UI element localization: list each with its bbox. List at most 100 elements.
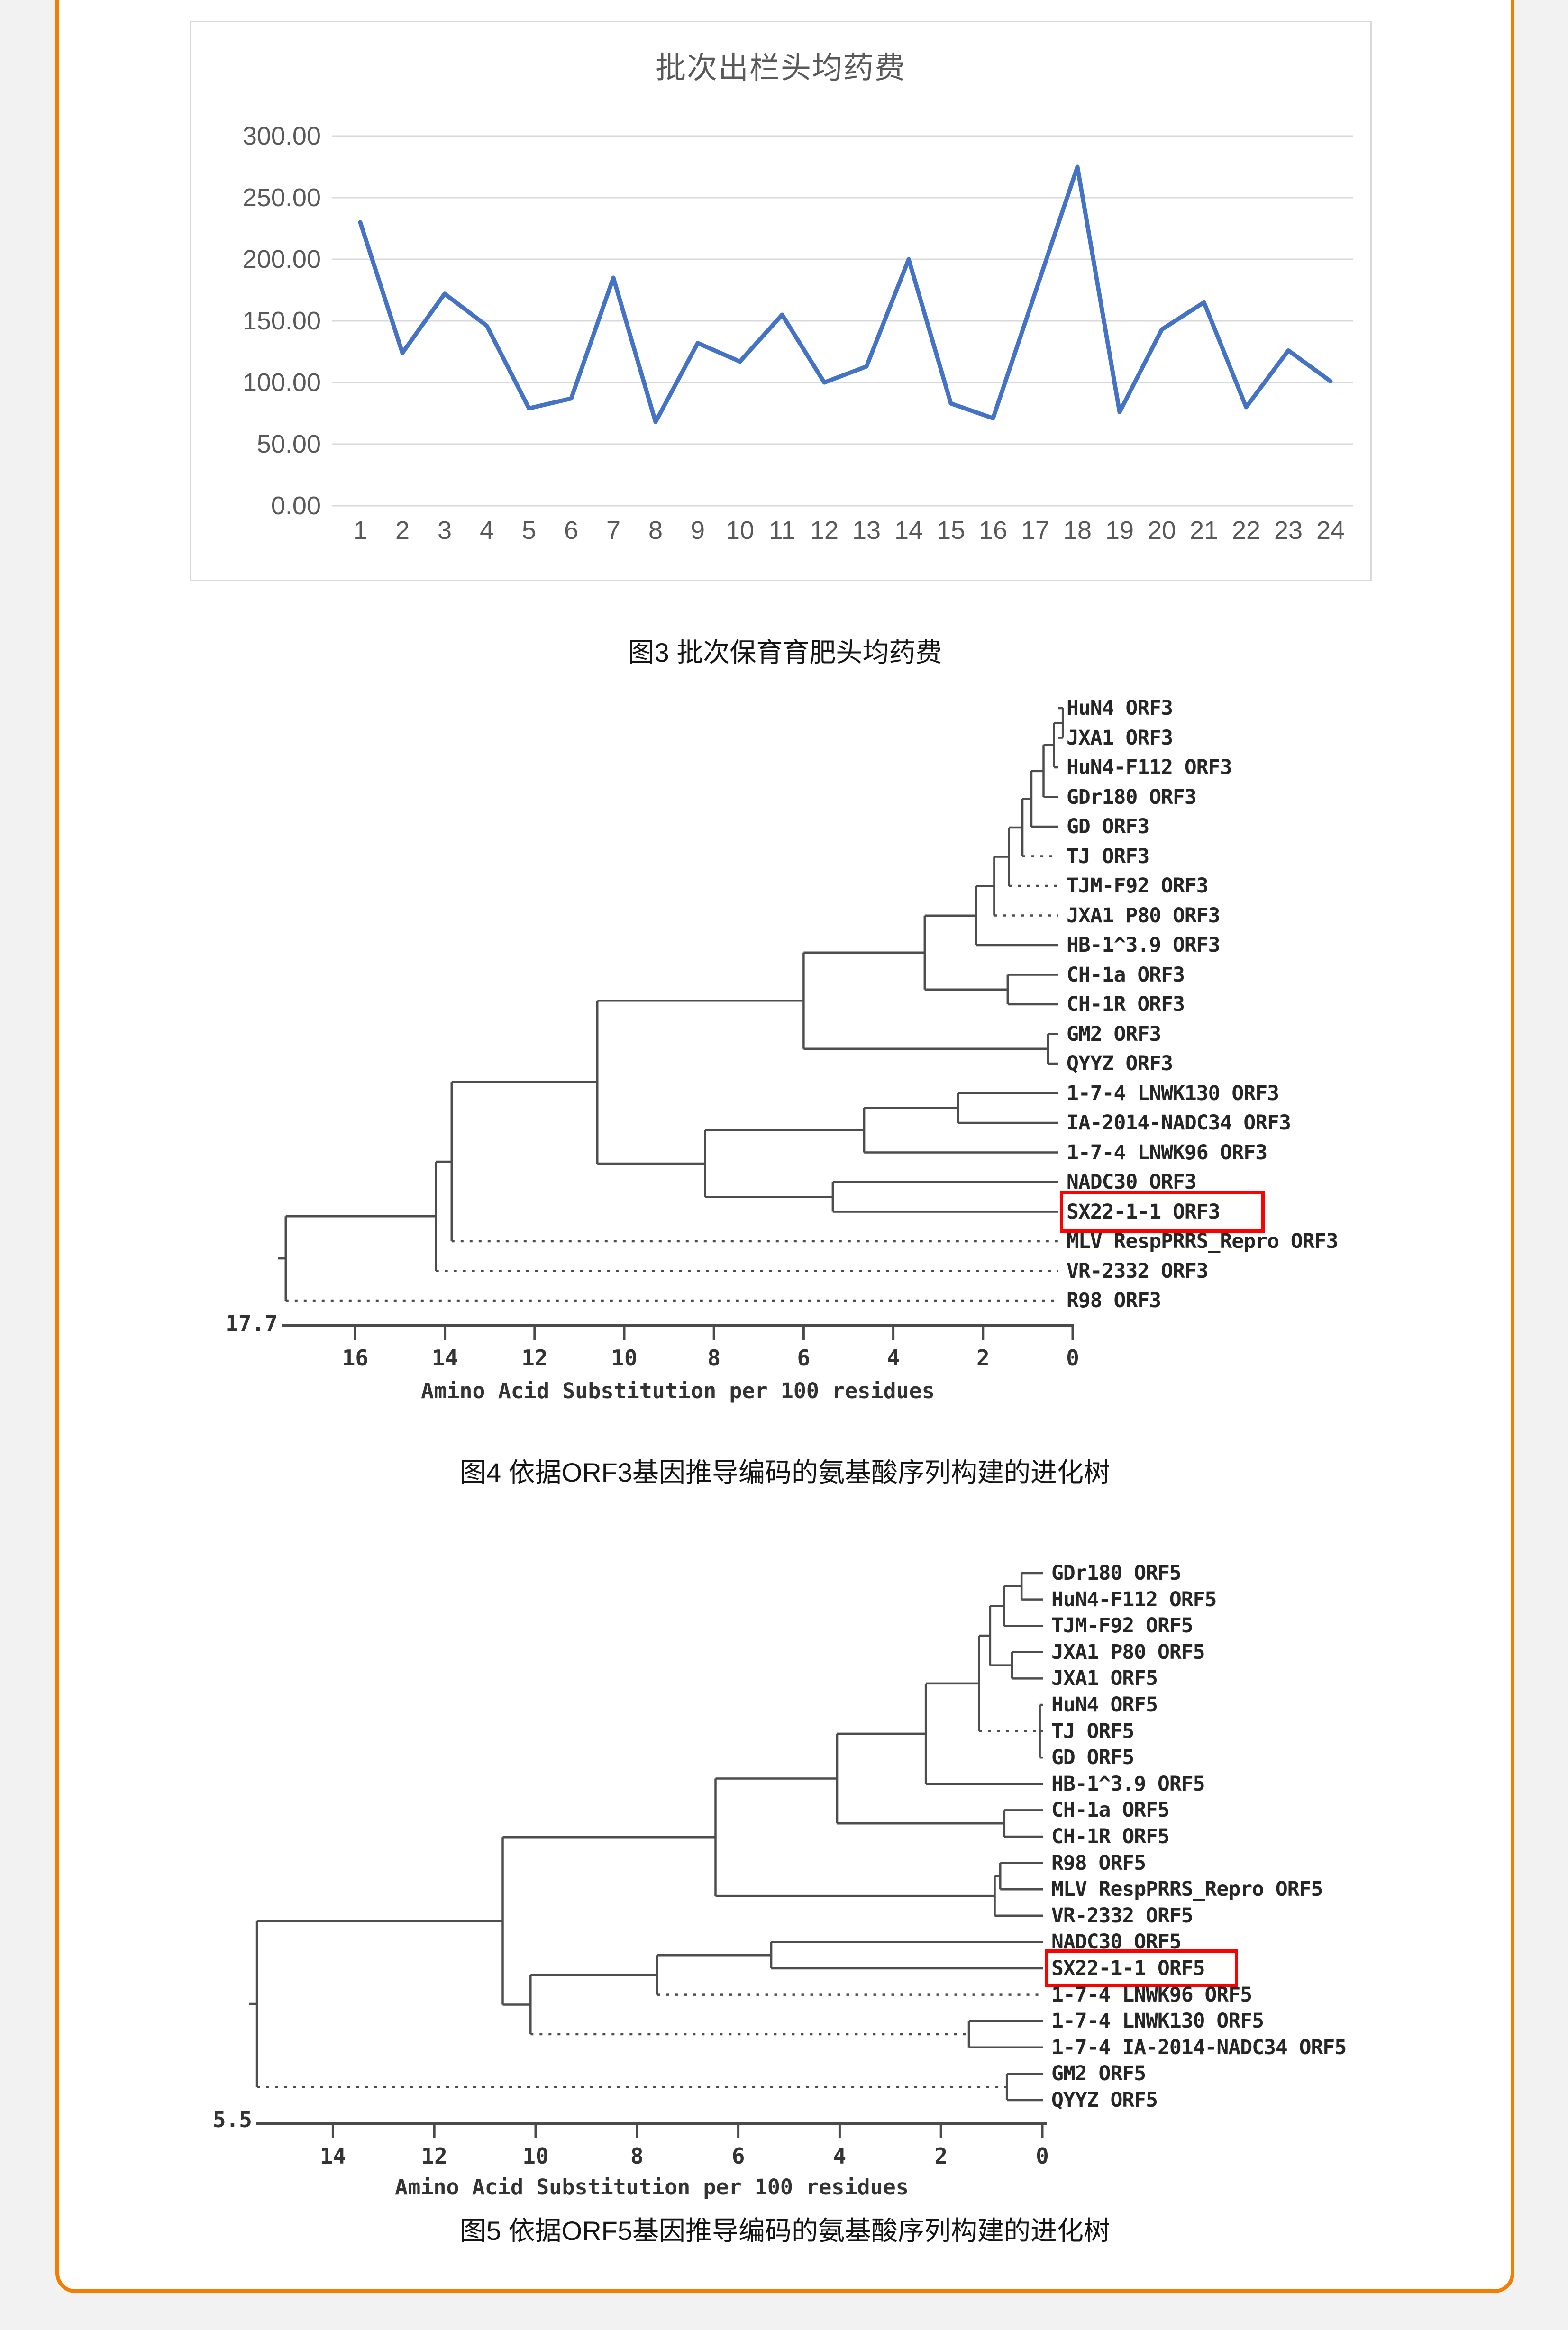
tree-leaf-label: QYYZ ORF5 (1051, 2088, 1158, 2112)
tree-leaf-label: CH-1R ORF5 (1051, 1825, 1170, 1848)
x-axis-category-label: 24 (1316, 516, 1345, 545)
x-axis-category-label: 17 (1021, 516, 1050, 545)
tree-leaf-label: IA-2014-NADC34 ORF3 (1067, 1111, 1291, 1135)
tree-leaf-label: TJ ORF5 (1051, 1719, 1134, 1743)
tree-orf5-axis-title: Amino Acid Substitution per 100 residues (395, 2175, 909, 2200)
tree-axis-tick-label: 4 (833, 2143, 847, 2169)
x-axis-category-label: 21 (1189, 516, 1219, 545)
tree-leaf-label: JXA1 ORF3 (1067, 726, 1173, 750)
tree-axis-tick-label: 8 (630, 2143, 644, 2169)
x-axis-category-label: 3 (437, 516, 452, 545)
tree-axis-tick-label: 12 (421, 2143, 447, 2169)
tree-leaf-label: 1-7-4 LNWK96 ORF3 (1067, 1140, 1267, 1165)
y-axis-tick-label: 250.00 (242, 183, 321, 212)
tree-leaf-label: 1-7-4 IA-2014-NADC34 ORF5 (1051, 2035, 1347, 2059)
figure3-caption: 图3 批次保育育肥头均药费 (628, 637, 942, 667)
tree-leaf-label: JXA1 ORF5 (1051, 1666, 1158, 1691)
tree-axis-tick-label: 0 (1036, 2143, 1049, 2169)
tree-leaf-label: GD ORF3 (1067, 815, 1149, 838)
tree-axis-tick-label: 14 (431, 1345, 458, 1371)
x-axis-category-label: 22 (1231, 516, 1261, 545)
tree-leaf-label: MLV RespPRRS_Repro ORF3 (1067, 1229, 1338, 1253)
x-axis-category-label: 2 (395, 516, 410, 545)
x-axis-category-label: 1 (353, 516, 368, 545)
x-axis-category-label: 10 (725, 516, 755, 545)
tree-axis-tick-label: 6 (797, 1345, 811, 1371)
tree-leaf-label: GDr180 ORF3 (1067, 785, 1197, 809)
x-axis-category-label: 18 (1063, 516, 1092, 545)
y-axis-tick-label: 100.00 (242, 368, 321, 397)
tree-leaf-label: GM2 ORF5 (1051, 2062, 1146, 2086)
tree-leaf-label: MLV RespPRRS_Repro ORF5 (1051, 1877, 1323, 1902)
x-axis-category-label: 7 (606, 516, 621, 545)
tree-leaf-label: HuN4 ORF5 (1051, 1693, 1158, 1717)
tree-leaf-label: CH-1a ORF5 (1051, 1798, 1170, 1822)
tree-orf5-root-length-label: 5.5 (212, 2107, 252, 2132)
tree-axis-tick-label: 14 (319, 2143, 346, 2169)
tree-axis-tick-label: 16 (342, 1345, 369, 1371)
tree-leaf-label: R98 ORF5 (1051, 1851, 1146, 1875)
y-axis-tick-label: 0.00 (271, 491, 321, 520)
x-axis-category-label: 6 (564, 516, 579, 545)
tree-axis-tick-label: 10 (611, 1345, 638, 1371)
line-chart-panel (190, 21, 1372, 581)
tree-leaf-label: TJM-F92 ORF5 (1051, 1614, 1194, 1638)
tree-orf3-root-length-label: 17.7 (225, 1311, 278, 1336)
tree-leaf-label: HuN4 ORF3 (1067, 696, 1173, 720)
tree-leaf-label: GM2 ORF3 (1067, 1022, 1161, 1046)
x-axis-category-label: 20 (1147, 516, 1176, 545)
x-axis-category-label: 19 (1105, 516, 1134, 545)
y-axis-tick-label: 50.00 (256, 430, 321, 458)
tree-axis-tick-label: 2 (934, 2143, 948, 2169)
tree-axis-tick-label: 10 (522, 2143, 549, 2169)
highlight-box-sx22 (1060, 1191, 1265, 1233)
tree-leaf-label: TJ ORF3 (1067, 844, 1149, 868)
tree-leaf-label: HuN4-F112 ORF5 (1051, 1587, 1217, 1611)
x-axis-category-label: 14 (894, 516, 923, 545)
tree-leaf-label: QYYZ ORF3 (1067, 1052, 1173, 1075)
tree-leaf-label: SX22-1-1 ORF3 (1067, 1200, 1221, 1224)
x-axis-category-label: 15 (936, 516, 966, 545)
x-axis-category-label: 23 (1274, 516, 1303, 545)
tree-axis-tick-label: 8 (707, 1345, 721, 1371)
x-axis-category-label: 13 (852, 516, 881, 545)
x-axis-category-label: 4 (479, 516, 494, 545)
x-axis-category-label: 11 (768, 516, 796, 545)
tree-axis-tick-label: 12 (521, 1345, 548, 1371)
tree-axis-tick-label: 0 (1066, 1345, 1079, 1371)
x-axis-category-label: 9 (690, 516, 705, 545)
tree-axis-tick-label: 2 (976, 1345, 990, 1371)
tree-leaf-label: 1-7-4 LNWK96 ORF5 (1051, 1983, 1252, 2007)
tree-leaf-label: GDr180 ORF5 (1051, 1561, 1182, 1585)
figure5-caption: 图5 依据ORF5基因推导编码的氨基酸序列构建的进化树 (459, 2216, 1111, 2246)
tree-leaf-label: GD ORF5 (1051, 1746, 1134, 1770)
tree-leaf-label: VR-2332 ORF5 (1051, 1903, 1194, 1928)
tree-leaf-label: HB-1^3.9 ORF5 (1051, 1772, 1205, 1796)
tree-leaf-label: CH-1a ORF3 (1067, 963, 1185, 987)
tree-leaf-label: HuN4-F112 ORF3 (1067, 755, 1232, 779)
tree-leaf-label: 1-7-4 LNWK130 ORF5 (1051, 2009, 1264, 2033)
tree-axis-tick-label: 4 (886, 1345, 900, 1371)
y-axis-tick-label: 300.00 (242, 122, 321, 150)
x-axis-category-label: 12 (810, 516, 839, 545)
tree-leaf-label: NADC30 ORF3 (1067, 1170, 1197, 1194)
tree-leaf-label: CH-1R ORF3 (1067, 992, 1185, 1016)
line-chart-title: 批次出栏头均药费 (656, 51, 906, 85)
x-axis-category-label: 16 (978, 516, 1008, 545)
figure4-caption: 图4 依据ORF3基因推导编码的氨基酸序列构建的进化树 (459, 1457, 1111, 1487)
tree-leaf-label: TJM-F92 ORF3 (1067, 874, 1209, 898)
y-axis-tick-label: 200.00 (242, 245, 321, 273)
tree-leaf-label: HB-1^3.9 ORF3 (1067, 933, 1221, 957)
highlight-box-sx22 (1045, 1949, 1238, 1987)
tree-leaf-label: SX22-1-1 ORF5 (1051, 1957, 1205, 1980)
tree-leaf-label: R98 ORF3 (1067, 1289, 1161, 1312)
tree-leaf-label: JXA1 P80 ORF5 (1051, 1640, 1205, 1664)
x-axis-category-label: 8 (648, 516, 663, 545)
tree-leaf-label: JXA1 P80 ORF3 (1067, 903, 1221, 928)
tree-axis-tick-label: 6 (731, 2143, 745, 2169)
tree-orf3-axis-title: Amino Acid Substitution per 100 residues (421, 1378, 935, 1403)
x-axis-category-label: 5 (521, 516, 537, 545)
y-axis-tick-label: 150.00 (242, 307, 321, 335)
tree-leaf-label: VR-2332 ORF3 (1067, 1259, 1209, 1283)
